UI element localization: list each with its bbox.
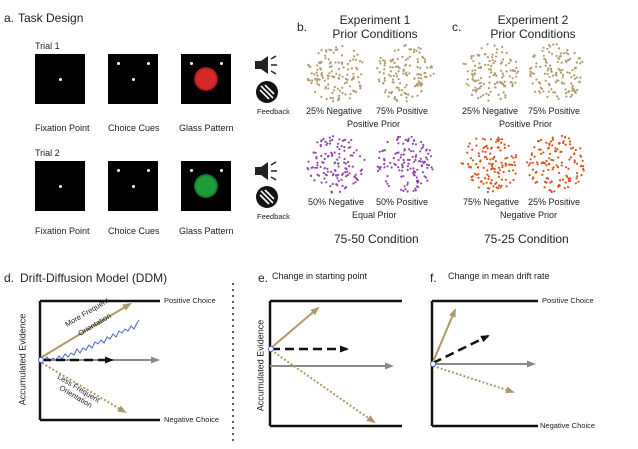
panel-e-diagram [268, 299, 402, 428]
panel-e-title: Change in starting point [272, 271, 368, 281]
f-mean-drift-arrow [432, 334, 490, 365]
c-row2-prior-label: Negative Prior [500, 210, 558, 220]
f-positive-choice: Positive Choice [542, 296, 594, 305]
glass-pattern-label-2: Glass Pattern [179, 226, 234, 236]
fixation-dot [132, 78, 135, 81]
b-row1-prior-label: Positive Prior [347, 119, 401, 129]
juice-reward-icon [256, 186, 278, 208]
e-positive-drift-arrow [270, 306, 320, 349]
speaker-icon [255, 161, 277, 181]
c-condition-label: 75-25 Condition [484, 232, 569, 246]
choice-cue-dot [147, 62, 150, 65]
b-row1-left-pattern [306, 44, 364, 103]
b-row2-right-label: 50% Positive [376, 197, 429, 207]
e-start-point [268, 346, 274, 352]
green-glass-pattern [194, 174, 218, 198]
feedback-label-2: Feedback [257, 212, 290, 221]
b-row2-right-pattern [376, 135, 434, 193]
f-negative-drift-arrow [432, 365, 515, 394]
c-row2-left-pattern [460, 136, 518, 194]
b-row1-right-label: 75% Positive [376, 106, 429, 116]
choice-cues-label-2: Choice Cues [108, 226, 160, 236]
speaker-icon [255, 55, 277, 75]
choice-cue-dot [117, 169, 120, 172]
juice-reward-icon [256, 81, 278, 103]
c-row2-left-label: 75% Negative [463, 197, 520, 207]
panel-b-letter: b. [297, 20, 308, 34]
choice-cue-dot [147, 169, 150, 172]
fixation-screen-2 [35, 161, 85, 211]
choice-cue-dot [220, 62, 223, 65]
d-less-frequent-arrow [41, 362, 127, 414]
e-ylabel: Accumulated Evidence [255, 319, 266, 412]
b-row1-left-label: 25% Negative [306, 106, 363, 116]
panel-f-title: Change in mean drift rate [448, 271, 550, 281]
panel-b-subtitle: Prior Conditions [332, 27, 418, 41]
b-condition-label: 75-50 Condition [334, 232, 419, 246]
choice-cues-screen-2 [108, 161, 158, 211]
choice-cues-screen-1 [108, 54, 158, 104]
trial-2-label: Trial 2 [35, 148, 60, 158]
panel-b-title: Experiment 1 [339, 13, 411, 27]
c-row1-left-label: 25% Negative [462, 106, 519, 116]
fixation-dot [59, 78, 62, 81]
glass-pattern-screen-2 [181, 161, 231, 211]
c-row1-prior-label: Positive Prior [499, 119, 553, 129]
trial-1-label: Trial 1 [35, 41, 60, 51]
panel-a-title: Task Design [18, 11, 84, 25]
fixation-screen-1 [35, 54, 85, 104]
panel-c-subtitle: Prior Conditions [490, 27, 576, 41]
d-start-point [38, 357, 44, 363]
red-glass-pattern [194, 67, 218, 91]
b-row2-left-label: 50% Negative [308, 197, 365, 207]
f-start-point [430, 361, 436, 367]
c-row2-right-label: 25% Positive [528, 197, 581, 207]
choice-cue-dot [190, 169, 193, 172]
panel-c-letter: c. [452, 20, 462, 34]
c-row1-right-pattern [529, 43, 584, 100]
choice-cue-dot [220, 169, 223, 172]
b-row2-prior-label: Equal Prior [352, 210, 397, 220]
glass-pattern-screen-1 [181, 54, 231, 104]
c-row2-right-pattern [526, 134, 585, 194]
fixation-dot [59, 185, 62, 188]
panel-d-diagram [38, 299, 160, 422]
d-positive-choice: Positive Choice [164, 296, 216, 305]
panel-c-title: Experiment 2 [497, 13, 569, 27]
d-negative-choice: Negative Choice [164, 415, 220, 424]
c-row1-right-label: 75% Positive [528, 106, 581, 116]
d-ylabel: Accumulated Evidence [17, 313, 28, 406]
panel-d-letter: d. [4, 271, 15, 285]
d-more-frequent-arrow [41, 302, 132, 358]
choice-cues-label-1: Choice Cues [108, 123, 160, 133]
b-row2-left-pattern [306, 135, 366, 194]
panel-e-letter: e. [258, 271, 269, 285]
choice-cue-dot [117, 62, 120, 65]
f-negative-choice: Negative Choice [540, 421, 596, 430]
e-negative-drift-arrow [270, 349, 376, 424]
panel-f-letter: f. [430, 271, 437, 285]
fixation-label-1: Fixation Point [35, 123, 90, 133]
panel-a-letter: a. [4, 11, 15, 25]
fixation-dot [132, 185, 135, 188]
glass-pattern-label-1: Glass Pattern [179, 123, 234, 133]
panel-d-title: Drift-Diffusion Model (DDM) [20, 271, 168, 285]
c-row1-left-pattern [462, 43, 520, 102]
choice-cue-dot [190, 62, 193, 65]
fixation-label-2: Fixation Point [35, 226, 90, 236]
f-positive-drift-arrow [432, 308, 456, 363]
feedback-label-1: Feedback [257, 107, 290, 116]
d-random-walk [40, 319, 140, 362]
panel-f-diagram [430, 299, 538, 428]
b-row1-right-pattern [376, 44, 435, 103]
